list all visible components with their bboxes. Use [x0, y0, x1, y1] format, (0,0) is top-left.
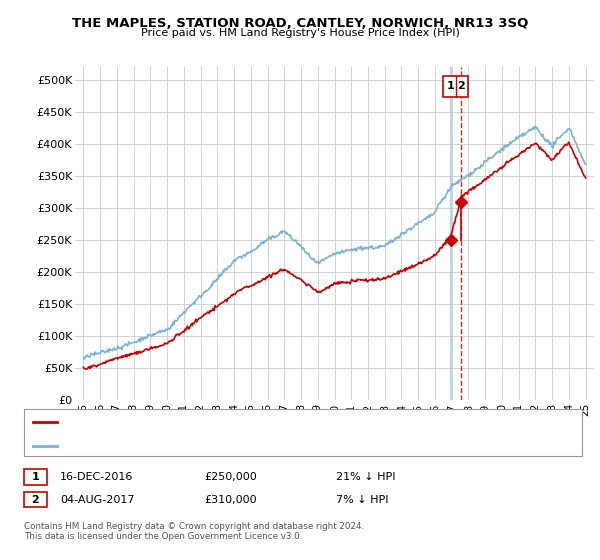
Text: 16-DEC-2016: 16-DEC-2016 [60, 472, 133, 482]
Text: £250,000: £250,000 [204, 472, 257, 482]
Text: THE MAPLES, STATION ROAD, CANTLEY, NORWICH, NR13 3SQ: THE MAPLES, STATION ROAD, CANTLEY, NORWI… [72, 17, 528, 30]
Text: 2: 2 [461, 81, 469, 91]
Text: £310,000: £310,000 [204, 494, 257, 505]
Text: Contains HM Land Registry data © Crown copyright and database right 2024.
This d: Contains HM Land Registry data © Crown c… [24, 522, 364, 542]
Text: 21% ↓ HPI: 21% ↓ HPI [336, 472, 395, 482]
Text: 1: 1 [32, 472, 39, 482]
Text: HPI: Average price, detached house, Broadland: HPI: Average price, detached house, Broa… [61, 441, 292, 451]
Text: 1: 1 [447, 81, 455, 91]
Text: Price paid vs. HM Land Registry's House Price Index (HPI): Price paid vs. HM Land Registry's House … [140, 28, 460, 38]
Text: 2: 2 [458, 81, 465, 91]
Text: 2: 2 [32, 494, 39, 505]
FancyBboxPatch shape [443, 76, 469, 97]
Text: 7% ↓ HPI: 7% ↓ HPI [336, 494, 389, 505]
Text: THE MAPLES, STATION ROAD, CANTLEY, NORWICH, NR13 3SQ (detached house): THE MAPLES, STATION ROAD, CANTLEY, NORWI… [61, 417, 451, 427]
Text: 1: 1 [443, 81, 451, 91]
Text: 04-AUG-2017: 04-AUG-2017 [60, 494, 134, 505]
